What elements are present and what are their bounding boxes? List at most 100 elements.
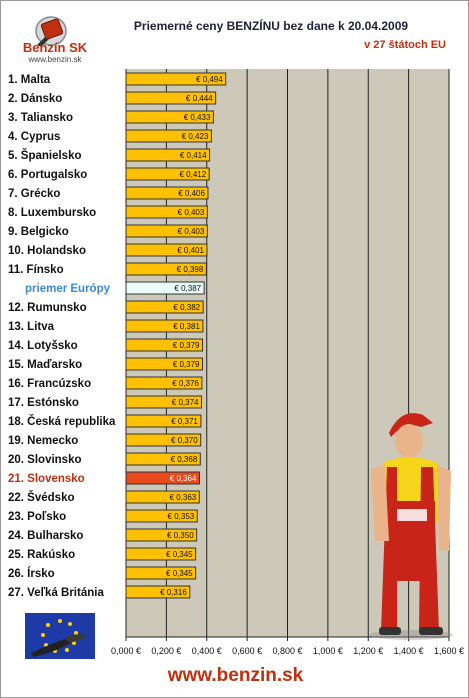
data-label: € 0,401: [177, 246, 204, 255]
category-label: 4. Cyprus: [8, 131, 60, 143]
bar: [125, 509, 198, 523]
data-label: € 0,345: [166, 569, 193, 578]
bar: [125, 452, 201, 466]
chart-title: Priemerné ceny BENZÍNU bez dane k 20.04.…: [133, 19, 409, 33]
bar: [125, 395, 203, 409]
bar: [125, 528, 198, 542]
category-label: 12. Rumunsko: [8, 302, 87, 314]
footer-url[interactable]: www.benzin.sk: [167, 665, 304, 686]
category-label: 5. Španielsko: [8, 149, 82, 162]
benzin-sk-logo-icon: [35, 16, 67, 47]
data-label: € 0,379: [173, 341, 200, 350]
category-label: 3. Taliansko: [8, 112, 73, 124]
data-label: € 0,412: [179, 170, 206, 179]
data-label: € 0,444: [186, 94, 213, 103]
category-label: 16. Francúzsko: [8, 378, 91, 390]
category-label: 19. Nemecko: [8, 435, 78, 447]
logo-url: www.benzin.sk: [28, 55, 82, 64]
data-label: € 0,382: [173, 303, 200, 312]
bar: [125, 471, 200, 485]
x-tick-label: 0,600 €: [232, 646, 262, 656]
category-label: 1. Malta: [8, 74, 51, 86]
bar: [125, 547, 197, 561]
bar: [125, 224, 208, 238]
x-tick-label: 0,000 €: [111, 646, 141, 656]
category-label: 8. Luxembursko: [8, 207, 96, 219]
bar-chart: 0,000 € 0,200 € 0,400 € 0,600 € 0,800 € 1,000…: [8, 69, 464, 656]
data-label: € 0,364: [170, 474, 197, 483]
category-label: 26. Írsko: [8, 567, 55, 580]
bar: [125, 585, 191, 599]
bar: [125, 357, 204, 371]
data-label: € 0,387: [174, 284, 201, 293]
bar: [125, 281, 205, 295]
category-label: 10. Holandsko: [8, 245, 86, 257]
category-label: 6. Portugalsko: [8, 169, 87, 181]
category-label: 11. Fínsko: [8, 264, 64, 276]
eu-flag-nozzle-icon: [25, 613, 95, 659]
data-label: € 0,368: [171, 455, 198, 464]
data-label: € 0,370: [171, 436, 198, 445]
category-label: 2. Dánsko: [8, 93, 62, 105]
data-label: € 0,363: [170, 493, 197, 502]
bar: [125, 376, 203, 390]
category-label: 14. Lotyšsko: [8, 340, 78, 352]
x-tick-label: 0,200 €: [151, 646, 181, 656]
data-label: € 0,423: [182, 132, 209, 141]
bar: [125, 148, 211, 162]
data-label: € 0,374: [172, 398, 199, 407]
bar: [125, 300, 204, 314]
bar: [125, 205, 208, 219]
bar: [125, 167, 210, 181]
x-tick-label: 1,000 €: [313, 646, 343, 656]
data-label: € 0,494: [196, 75, 223, 84]
x-tick-label: 0,800 €: [272, 646, 302, 656]
data-label: € 0,371: [171, 417, 198, 426]
x-tick-label: 1,600 €: [434, 646, 464, 656]
bar: [125, 490, 200, 504]
category-label: 13. Litva: [8, 321, 55, 333]
bar: [125, 319, 204, 333]
bar: [125, 91, 217, 105]
data-label: € 0,376: [172, 379, 199, 388]
data-label: € 0,403: [178, 208, 205, 217]
category-label: 23. Poľsko: [8, 511, 66, 523]
category-label: 25. Rakúsko: [8, 549, 75, 561]
category-label: 24. Bulharsko: [8, 530, 83, 542]
bar: [125, 433, 202, 447]
data-label: € 0,353: [168, 512, 195, 521]
data-label: € 0,379: [173, 360, 200, 369]
bar: [125, 338, 204, 352]
x-tick-label: 1,200 €: [353, 646, 383, 656]
category-label: 18. Česká republika: [8, 415, 116, 428]
bar: [125, 262, 207, 276]
data-label: € 0,381: [173, 322, 200, 331]
data-label: € 0,345: [166, 550, 193, 559]
category-label: 21. Slovensko: [8, 473, 85, 485]
data-label: € 0,350: [167, 531, 194, 540]
chart-subtitle: v 27 štátoch EU: [364, 39, 446, 51]
category-label: 20. Slovinsko: [8, 454, 82, 466]
data-label: € 0,414: [180, 151, 207, 160]
x-tick-label: 1,400 €: [394, 646, 424, 656]
bar: [125, 129, 212, 143]
data-label: € 0,433: [184, 113, 211, 122]
bar: [125, 186, 209, 200]
category-label: 27. Veľká Británia: [8, 587, 104, 599]
category-label: 17. Estónsko: [8, 397, 79, 409]
category-label: 15. Maďarsko: [8, 359, 82, 371]
data-label: € 0,403: [178, 227, 205, 236]
category-label: 9. Belgicko: [8, 226, 69, 238]
data-label: € 0,406: [178, 189, 205, 198]
bar: [125, 566, 197, 580]
bar: [125, 243, 208, 257]
data-label: € 0,316: [160, 588, 187, 597]
x-tick-label: 0,400 €: [192, 646, 222, 656]
bar: [125, 110, 214, 124]
bar: [125, 72, 227, 86]
category-label: 7. Grécko: [8, 188, 60, 200]
bar: [125, 414, 202, 428]
category-label: priemer Európy: [25, 283, 111, 295]
logo-text: Benzín SK: [22, 40, 88, 55]
